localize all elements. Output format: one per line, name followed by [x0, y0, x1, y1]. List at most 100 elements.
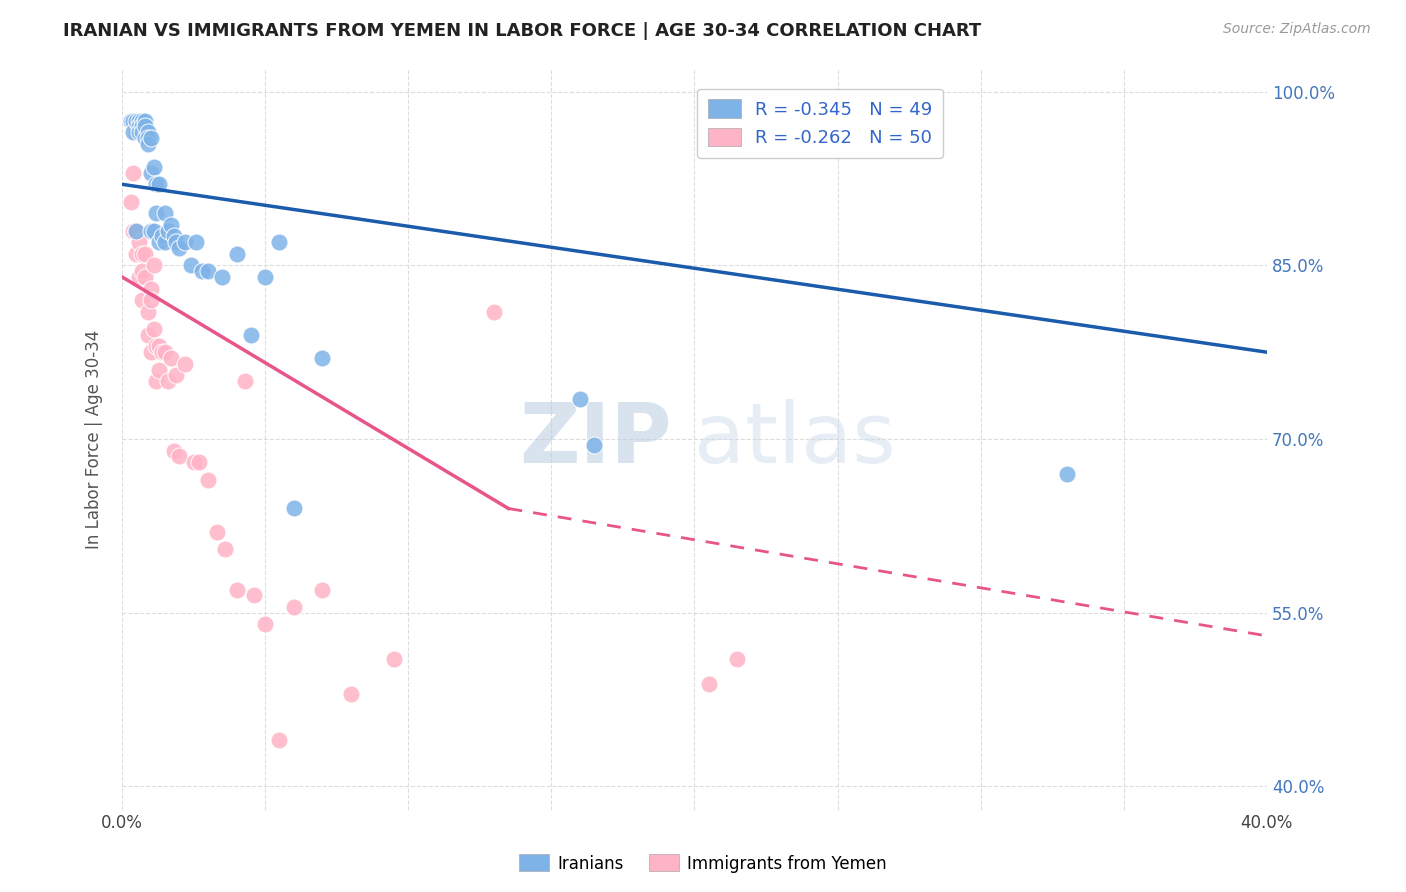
Point	[145, 178, 167, 192]
Point	[136, 125, 159, 139]
Point	[120, 194, 142, 209]
Point	[311, 582, 333, 597]
Point	[169, 450, 191, 464]
Text: IRANIAN VS IMMIGRANTS FROM YEMEN IN LABOR FORCE | AGE 30-34 CORRELATION CHART: IRANIAN VS IMMIGRANTS FROM YEMEN IN LABO…	[63, 22, 981, 40]
Point	[150, 229, 173, 244]
Point	[205, 524, 228, 539]
Point	[583, 438, 606, 452]
Point	[153, 345, 176, 359]
Point	[142, 160, 165, 174]
Point	[131, 125, 153, 139]
Point	[148, 178, 170, 192]
Point	[150, 345, 173, 359]
Point	[125, 247, 148, 261]
Point	[131, 113, 153, 128]
Legend: Iranians, Immigrants from Yemen: Iranians, Immigrants from Yemen	[513, 847, 893, 880]
Point	[134, 113, 156, 128]
Point	[128, 269, 150, 284]
Point	[136, 327, 159, 342]
Point	[269, 235, 291, 250]
Point	[142, 224, 165, 238]
Point	[145, 206, 167, 220]
Point	[311, 351, 333, 365]
Point	[197, 473, 219, 487]
Point	[139, 281, 162, 295]
Point	[145, 374, 167, 388]
Point	[159, 351, 181, 365]
Text: Source: ZipAtlas.com: Source: ZipAtlas.com	[1223, 22, 1371, 37]
Point	[162, 443, 184, 458]
Point	[239, 327, 262, 342]
Point	[725, 652, 748, 666]
Point	[128, 113, 150, 128]
Point	[183, 455, 205, 469]
Legend: R = -0.345   N = 49, R = -0.262   N = 50: R = -0.345 N = 49, R = -0.262 N = 50	[697, 88, 943, 158]
Point	[186, 235, 208, 250]
Point	[139, 131, 162, 145]
Point	[283, 599, 305, 614]
Point	[188, 455, 211, 469]
Point	[120, 113, 142, 128]
Point	[159, 218, 181, 232]
Point	[156, 374, 179, 388]
Point	[125, 224, 148, 238]
Point	[142, 258, 165, 272]
Point	[156, 224, 179, 238]
Point	[340, 687, 363, 701]
Point	[134, 120, 156, 134]
Point	[145, 339, 167, 353]
Point	[482, 304, 505, 318]
Point	[125, 113, 148, 128]
Point	[128, 120, 150, 134]
Point	[174, 357, 197, 371]
Point	[174, 235, 197, 250]
Point	[142, 322, 165, 336]
Point	[120, 113, 142, 128]
Point	[254, 617, 277, 632]
Point	[148, 339, 170, 353]
Point	[134, 247, 156, 261]
Point	[139, 293, 162, 307]
Point	[165, 235, 187, 250]
Point	[197, 264, 219, 278]
Point	[122, 224, 145, 238]
Point	[139, 224, 162, 238]
Point	[131, 293, 153, 307]
Point	[153, 235, 176, 250]
Point	[211, 269, 233, 284]
Point	[128, 125, 150, 139]
Point	[131, 247, 153, 261]
Y-axis label: In Labor Force | Age 30-34: In Labor Force | Age 30-34	[86, 329, 103, 549]
Point	[136, 131, 159, 145]
Point	[569, 392, 592, 406]
Point	[134, 131, 156, 145]
Point	[254, 269, 277, 284]
Point	[122, 125, 145, 139]
Point	[122, 166, 145, 180]
Point	[136, 136, 159, 151]
Point	[697, 677, 720, 691]
Point	[225, 582, 247, 597]
Point	[191, 264, 214, 278]
Point	[134, 269, 156, 284]
Point	[214, 541, 236, 556]
Point	[139, 345, 162, 359]
Point	[242, 588, 264, 602]
Point	[225, 247, 247, 261]
Point	[162, 229, 184, 244]
Point	[125, 224, 148, 238]
Point	[139, 166, 162, 180]
Point	[165, 368, 187, 383]
Point	[153, 206, 176, 220]
Point	[233, 374, 256, 388]
Point	[148, 362, 170, 376]
Point	[180, 258, 202, 272]
Text: atlas: atlas	[695, 399, 896, 480]
Point	[169, 241, 191, 255]
Point	[128, 235, 150, 250]
Point	[131, 264, 153, 278]
Point	[131, 120, 153, 134]
Point	[1056, 467, 1078, 481]
Point	[382, 652, 405, 666]
Point	[136, 304, 159, 318]
